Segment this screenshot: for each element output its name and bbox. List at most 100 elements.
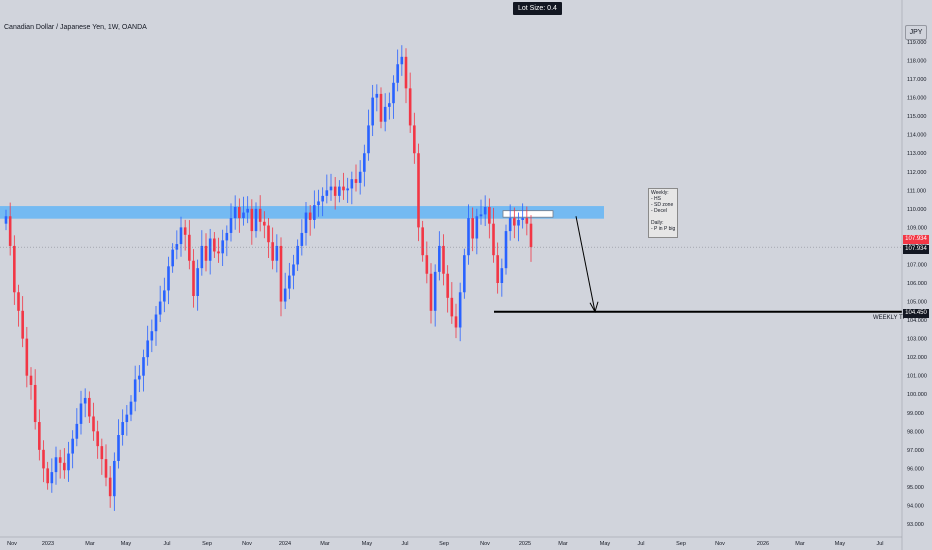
- candle-body: [79, 403, 83, 424]
- note-line: - P in P big: [651, 226, 676, 232]
- candle-body: [471, 218, 474, 239]
- candle-body: [383, 106, 387, 122]
- candle-body: [483, 206, 487, 215]
- note-line: Weekly:: [651, 190, 669, 196]
- candle-body: [63, 462, 66, 471]
- candle-body: [438, 245, 441, 272]
- candle-body: [221, 240, 224, 254]
- candle-body: [304, 212, 308, 233]
- candle-body: [246, 208, 249, 213]
- candle-body: [296, 245, 299, 265]
- x-tick-label: May: [121, 541, 132, 547]
- candle-body: [154, 314, 158, 332]
- candle-body: [92, 416, 95, 432]
- candle-body: [217, 251, 220, 254]
- x-tick-label: 2025: [519, 541, 531, 547]
- candle-body: [21, 310, 24, 339]
- candle-body: [33, 384, 37, 423]
- currency-selector[interactable]: JPY: [905, 25, 927, 40]
- candle-body: [117, 435, 120, 461]
- y-tick-label: 97.000: [907, 448, 924, 454]
- candle-body: [46, 468, 49, 484]
- candle-body: [42, 449, 45, 469]
- candle-body: [529, 223, 533, 248]
- candle-body: [96, 431, 99, 447]
- x-tick-label: Nov: [480, 541, 490, 547]
- candle-body: [200, 245, 204, 269]
- y-tick-label: 94.000: [907, 503, 924, 509]
- x-tick-label: Sep: [202, 541, 212, 547]
- candle-body: [225, 232, 229, 241]
- y-tick-label: 93.000: [907, 522, 924, 528]
- candle-body: [4, 216, 8, 224]
- note-line: Daily:: [651, 220, 664, 226]
- candle-body: [442, 245, 445, 274]
- y-tick-label: 116.000: [907, 96, 926, 102]
- candle-body: [150, 331, 154, 341]
- y-tick-label: 106.000: [907, 281, 927, 287]
- x-tick-label: May: [600, 541, 611, 547]
- candle-body: [146, 340, 149, 358]
- candle-body: [388, 103, 391, 107]
- candle-body: [54, 457, 58, 473]
- candle-body: [108, 477, 112, 497]
- candle-body: [263, 221, 266, 226]
- analysis-note[interactable]: Weekly: - HS - SD zone - Decel Daily: - …: [648, 188, 678, 238]
- candle-body: [88, 397, 91, 417]
- x-tick-label: 2023: [42, 541, 54, 547]
- candle-body: [254, 208, 258, 232]
- x-tick-label: Nov: [242, 541, 252, 547]
- y-tick-label: 102.000: [907, 355, 927, 361]
- y-tick-label: 119.000: [907, 40, 926, 46]
- note-line: - SD zone: [651, 202, 674, 208]
- candle-body: [358, 171, 362, 183]
- candle-body: [363, 153, 366, 172]
- candle-body: [433, 271, 437, 311]
- candle-body: [404, 56, 408, 89]
- candle-body: [300, 232, 304, 246]
- note-line: - HS: [651, 196, 661, 202]
- candle-body: [367, 125, 370, 154]
- candle-body: [229, 218, 233, 233]
- candle-body: [488, 206, 491, 224]
- candle-body: [338, 186, 341, 196]
- candle-body: [496, 255, 499, 283]
- candle-body: [492, 223, 495, 256]
- candle-body: [175, 244, 179, 250]
- candle-body: [400, 56, 404, 65]
- candle-body: [142, 357, 145, 376]
- supply-zone: [0, 206, 604, 219]
- x-tick-label: Nov: [715, 541, 725, 547]
- candle-body: [196, 268, 199, 296]
- candle-body: [275, 245, 279, 261]
- candle-body: [125, 414, 129, 423]
- y-tick-label: 101.000: [907, 374, 927, 380]
- note-line: - Decel: [651, 208, 667, 214]
- x-tick-label: 2024: [279, 541, 291, 547]
- candle-body: [267, 225, 270, 243]
- candle-body: [258, 208, 262, 222]
- candle-body: [479, 214, 483, 217]
- candle-body: [413, 125, 416, 154]
- candle-body: [67, 453, 70, 471]
- candle-body: [292, 264, 295, 276]
- candle-body: [283, 288, 287, 302]
- symbol-title[interactable]: Canadian Dollar / Japanese Yen, 1W, OAND…: [4, 24, 147, 31]
- candle-body: [317, 201, 320, 206]
- candle-body: [179, 227, 183, 245]
- candle-body: [421, 227, 424, 256]
- candle-body: [454, 316, 458, 328]
- x-tick-label: Jul: [401, 541, 408, 547]
- candle-body: [500, 268, 504, 283]
- candle-body: [279, 245, 283, 302]
- y-tick-label: 100.000: [907, 392, 927, 398]
- projection-arrow: [575, 216, 596, 312]
- y-tick-label: 118.000: [907, 59, 926, 65]
- candle-body: [271, 242, 274, 261]
- y-tick-label: 99.000: [907, 411, 924, 417]
- x-tick-label: Mar: [558, 541, 568, 547]
- y-tick-label: 110.000: [907, 207, 926, 213]
- close-price-tag: 107.934: [903, 245, 929, 254]
- candle-body: [50, 472, 54, 484]
